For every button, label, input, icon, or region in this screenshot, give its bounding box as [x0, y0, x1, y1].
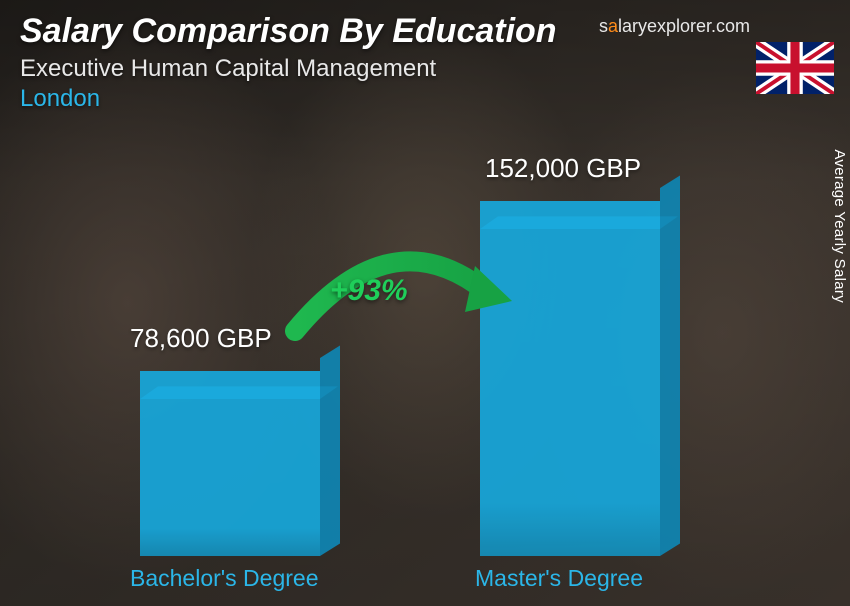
- brand-accent: a: [608, 16, 618, 36]
- brand-label: salaryexplorer.com: [599, 16, 750, 37]
- y-axis-label: Average Yearly Salary: [832, 149, 849, 303]
- increase-percentage: +93%: [330, 274, 408, 308]
- bar-bachelors: [140, 371, 320, 556]
- bar-label-masters: Master's Degree: [475, 565, 643, 592]
- bar-value-bachelors: 78,600 GBP: [130, 323, 272, 354]
- bar-value-masters: 152,000 GBP: [485, 153, 641, 184]
- location-label: London: [20, 85, 830, 113]
- bar-side-face: [660, 176, 680, 556]
- uk-flag-icon: [756, 42, 834, 94]
- bar-side-face: [320, 346, 340, 556]
- bar-front-face: [140, 371, 320, 556]
- salary-bar-chart: +93% 78,600 GBP Bachelor's Degree 152,00…: [0, 136, 850, 606]
- brand-suffix: laryexplorer.com: [618, 16, 750, 36]
- brand-prefix: s: [599, 16, 608, 36]
- bar-label-bachelors: Bachelor's Degree: [130, 565, 319, 592]
- page-subtitle: Executive Human Capital Management: [20, 55, 830, 83]
